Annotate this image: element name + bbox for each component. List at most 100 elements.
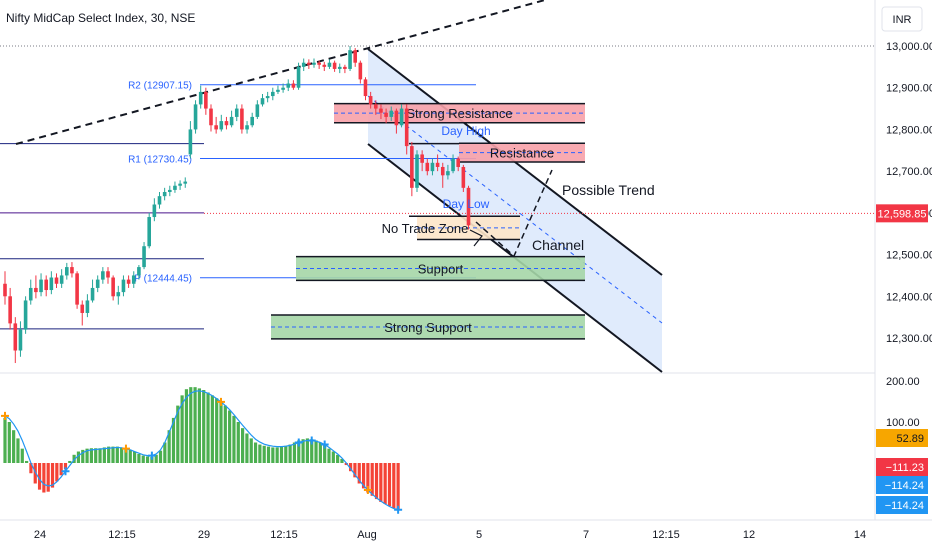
histogram-bar (374, 463, 379, 500)
candle-body (410, 146, 414, 188)
candle-body (379, 108, 383, 113)
chart-title: Nifty MidCap Select Index, 30, NSE (6, 11, 195, 25)
cross-marker-blue (61, 467, 70, 476)
channel-mid-line (367, 95, 663, 324)
candle-body (111, 277, 115, 297)
currency-label: INR (893, 14, 912, 26)
cross-marker-blue (294, 438, 303, 447)
histogram-bar (271, 447, 275, 463)
histogram-bar (357, 463, 361, 484)
candle-body (265, 96, 270, 99)
candle-body (384, 112, 388, 117)
pivot-label-r2: R2 (12907.15) (128, 81, 192, 92)
histogram-bar (63, 463, 68, 470)
histogram-bar (383, 463, 387, 504)
candle-body (440, 166, 445, 176)
osc-tick-label: 100.00 (886, 417, 920, 429)
candle-body (18, 329, 23, 351)
last-price-label: 12,598.85 (878, 208, 927, 220)
candle-body (332, 62, 337, 69)
price-tick-label: 12,500.00 (886, 250, 932, 262)
time-tick-label: 29 (198, 529, 210, 541)
cross-marker-orange (1, 411, 9, 420)
candle-body (157, 196, 162, 205)
candle-body (420, 154, 424, 163)
price-tick-label: 12,900.00 (886, 83, 932, 95)
candle-body (286, 83, 291, 88)
histogram-bar (314, 440, 318, 463)
histogram-bar (154, 454, 158, 463)
candle-body (430, 162, 435, 172)
annotation-possible-trend: Possible Trend (562, 182, 655, 198)
histogram-bar (284, 445, 288, 463)
histogram-bar (215, 398, 219, 463)
candle-body (204, 91, 208, 109)
zone-label-support: Support (418, 262, 464, 277)
histogram-bar (241, 428, 245, 463)
histogram-bar (275, 447, 279, 463)
candle-body (389, 110, 394, 117)
histogram-bar (223, 405, 227, 463)
time-tick-label: 14 (854, 529, 866, 541)
histogram-bar (279, 446, 284, 463)
histogram-bar (340, 458, 344, 463)
candle-body (106, 271, 110, 278)
histogram-bar (59, 463, 63, 476)
candle-body (90, 287, 95, 301)
candle-body (34, 287, 38, 293)
candle-body (209, 108, 213, 126)
candle-body (131, 275, 136, 284)
candle-body (188, 129, 193, 155)
histogram-bar (189, 387, 193, 463)
time-tick-label: 12:15 (270, 529, 298, 541)
histogram-bar (180, 395, 184, 463)
candle-body (466, 187, 471, 226)
price-tick-label: 12,700.00 (886, 166, 932, 178)
histogram-bar (323, 444, 327, 463)
pivot-label-r1: R1 (12730.45) (128, 154, 192, 165)
histogram-bar (111, 446, 115, 463)
histogram-bar (210, 395, 214, 463)
histogram-bar (16, 438, 20, 463)
histogram-bar (37, 463, 42, 490)
histogram-bar (262, 445, 266, 463)
candle-body (276, 89, 280, 92)
histogram-bar (396, 463, 400, 510)
candle-body (70, 267, 74, 274)
candle-body (368, 96, 373, 105)
histogram-bar (115, 446, 119, 463)
candle-body (456, 158, 460, 167)
histogram-bar (89, 448, 93, 463)
time-tick-label: 12 (743, 529, 755, 541)
histogram-bar (7, 422, 11, 463)
histogram-bar (141, 455, 145, 463)
histogram-bar (288, 444, 292, 463)
histogram-bar (94, 448, 98, 463)
candle-body (374, 104, 378, 109)
histogram-bar (76, 451, 81, 463)
zone-label-no-trade-zone: No Trade Zone (382, 221, 469, 236)
histogram-bar (102, 447, 106, 463)
histogram-bar (318, 442, 322, 463)
time-tick-label: 5 (476, 529, 482, 541)
osc-value-badge (876, 458, 928, 476)
candle-body (229, 116, 234, 126)
cross-marker-blue (320, 440, 329, 449)
histogram-bar (163, 442, 167, 463)
histogram-bar (55, 463, 59, 482)
candle-body (322, 64, 327, 67)
cross-marker-orange (363, 486, 372, 495)
histogram-bar (353, 463, 357, 478)
trend-arrow-head (469, 229, 483, 247)
candle-body (23, 300, 28, 330)
candle-body (178, 183, 182, 186)
time-tick-label: 24 (34, 529, 46, 541)
histogram-bar (12, 430, 16, 463)
histogram-bar (133, 451, 137, 463)
histogram-bar (297, 440, 301, 463)
oscillator-layer (1, 387, 403, 514)
candle-body (446, 171, 450, 176)
candle-body (65, 267, 69, 276)
currency-button[interactable] (881, 6, 923, 32)
